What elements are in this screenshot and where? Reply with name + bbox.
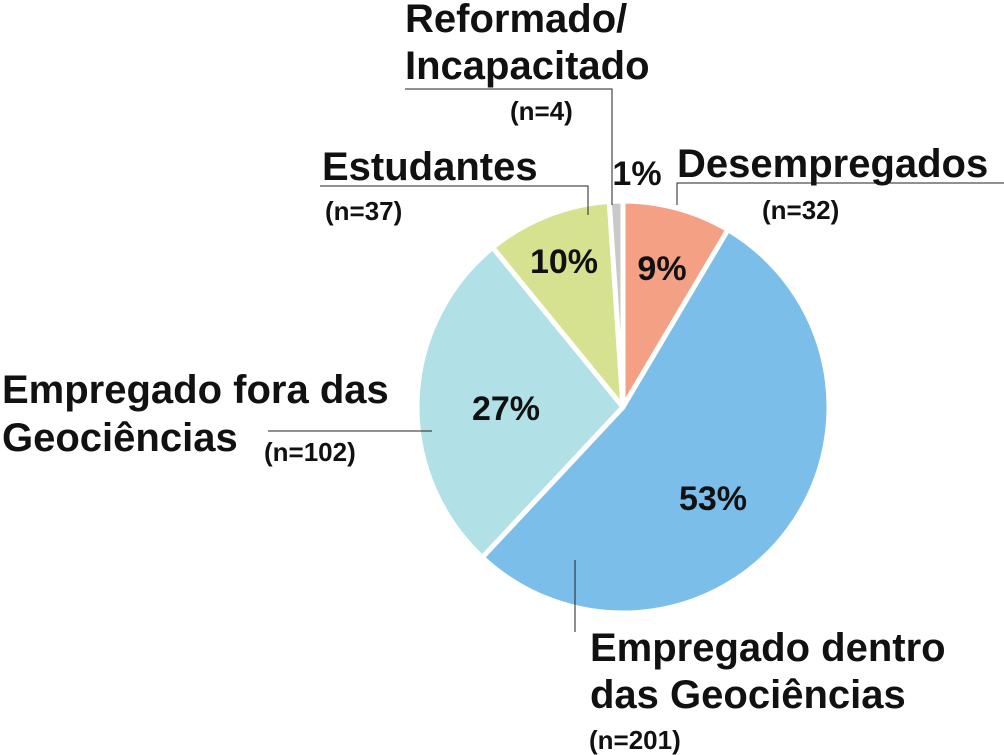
n-label-desempregados: (n=32): [762, 195, 839, 225]
category-label-reformado-line-1: Reformado/: [405, 0, 627, 41]
category-label-estudantes: Estudantes: [322, 145, 538, 189]
pct-label-reformado: 1%: [612, 155, 661, 193]
leader-lines: [268, 88, 1004, 632]
pct-label-fora: 27%: [472, 390, 540, 428]
n-label-dentro: (n=201): [589, 725, 681, 755]
pie-slice-fora: [414, 244, 626, 560]
leader-line-estudantes: [320, 185, 589, 215]
category-label-fora: Empregado fora das Geociências: [2, 368, 400, 460]
leader-line-desempregados: [676, 182, 1004, 205]
pie-slice-estudantes: [490, 198, 626, 410]
pct-label-estudantes: 10%: [530, 243, 598, 281]
pct-label-desempregados: 9%: [637, 250, 686, 288]
category-label-reformado: Reformado/ Incapacitado: [405, 0, 650, 88]
category-label-reformado-line-2: Incapacitado: [405, 44, 650, 88]
pie-slice-reformado: [606, 198, 626, 410]
category-label-dentro-line-1: Empregado dentro: [590, 626, 946, 670]
category-label-dentro-line-2: das Geociências: [590, 673, 906, 717]
n-label-reformado: (n=4): [510, 96, 573, 126]
pct-label-dentro: 53%: [679, 480, 747, 518]
category-label-fora-line-2: Geociências: [2, 416, 238, 460]
category-label-fora-line-1: Empregado fora das: [2, 368, 389, 412]
pie-slice-dentro: [479, 227, 832, 616]
pie-slice-desempregados: [620, 198, 731, 410]
category-label-desempregados: Desempregados: [677, 142, 988, 186]
n-label-estudantes: (n=37): [325, 196, 402, 226]
category-label-dentro: Empregado dentro das Geociências: [590, 626, 957, 717]
n-label-fora: (n=102): [264, 437, 356, 467]
pie-slices: [414, 198, 832, 616]
leader-line-reformado: [405, 88, 613, 205]
